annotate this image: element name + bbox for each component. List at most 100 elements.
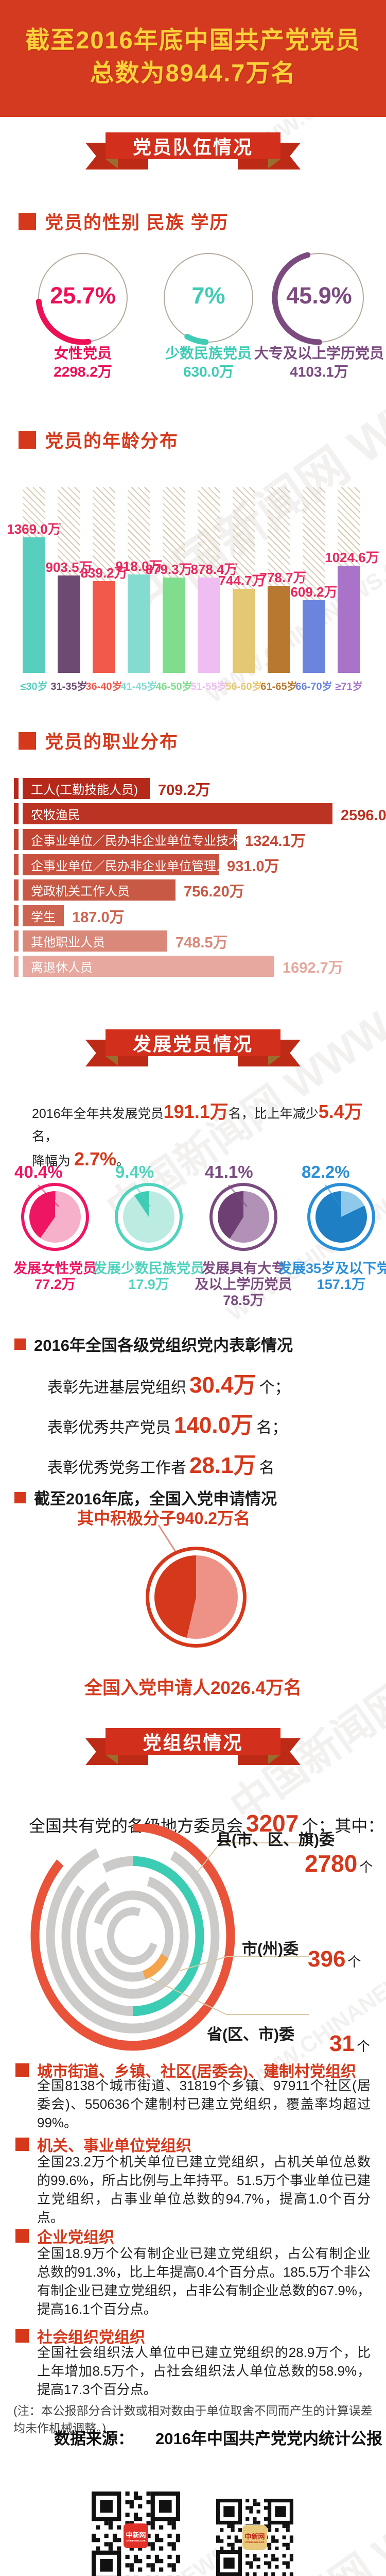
donut-percent-label: 25.7% bbox=[50, 282, 116, 309]
committee-number: 396 bbox=[308, 1946, 346, 1972]
occupation-bar-label: 党政机关工作人员 bbox=[31, 885, 130, 899]
committees-arc-chart bbox=[30, 1824, 309, 2051]
age-bar-chart: 1369.0万 ≤30岁 903.5万 31-35岁 839.2万 36-40岁 918.0… bbox=[0, 487, 386, 693]
age-bar bbox=[338, 566, 360, 673]
age-bar-value: 903.5万 bbox=[45, 560, 93, 575]
ribbon-members-label: 党员队伍情况 bbox=[106, 132, 280, 159]
page-title-line1: 截至2016年底中国共产党党员 bbox=[25, 26, 361, 54]
occupation-bar: 企事业单位／民办非企业单位管理人员 bbox=[23, 854, 241, 875]
org-paragraph-header: 城市街道、乡镇、社区(居委会)、建制村党组织 bbox=[15, 2059, 356, 2081]
occupation-bar-value: 1324.1万 bbox=[245, 833, 306, 850]
age-bar-value: 879.3万 bbox=[145, 562, 192, 577]
donut-category-label: 大专及以上学历党员 bbox=[254, 345, 384, 361]
development-pie-label: 发展少数民族党员 bbox=[93, 1261, 204, 1276]
development-pie-percent: 9.4% bbox=[115, 1162, 154, 1181]
committee-number: 31 bbox=[329, 2031, 355, 2056]
age-bar-value: 744.7万 bbox=[218, 573, 266, 588]
donut-chart-3 bbox=[272, 250, 366, 345]
application-slice-label: 其中积极分子940.2万名 bbox=[77, 1509, 251, 1528]
commendation-number: 30.4万 bbox=[189, 1372, 256, 1398]
occupation-axis-tick bbox=[14, 879, 19, 901]
commendation-line: 表彰先进基层党组织 30.4万 个； bbox=[47, 1366, 290, 1399]
development-text-segment: 名，比上年减少 bbox=[228, 1107, 319, 1121]
occupation-bar: 党政机关工作人员 bbox=[23, 879, 176, 901]
org-paragraph-title: 城市街道、乡镇、社区(居委会)、建制村党组织 bbox=[37, 2063, 356, 2080]
bullet-square-icon bbox=[15, 2329, 29, 2343]
org-paragraph-title: 机关、事业单位党组织 bbox=[37, 2138, 191, 2155]
age-bar bbox=[163, 578, 185, 673]
occupation-bar: 工人(工勤技能人员) bbox=[23, 778, 150, 799]
age-bar bbox=[303, 600, 325, 673]
age-bar bbox=[268, 586, 290, 673]
data-source-line: 数据来源： 2016年中国共产党党内统计公报 bbox=[54, 2426, 382, 2449]
age-axis-label: 61-65岁 bbox=[260, 681, 297, 692]
committee-number: 2780 bbox=[305, 1850, 358, 1877]
age-axis-label: 51-55岁 bbox=[190, 681, 227, 692]
occupation-axis-tick bbox=[14, 930, 19, 952]
occupation-axis-tick bbox=[14, 829, 19, 850]
bullet-square-icon bbox=[19, 732, 36, 750]
org-paragraph-title: 企业党组织 bbox=[37, 2229, 114, 2246]
committee-unit: 个 bbox=[359, 1859, 373, 1875]
age-axis-label: 66-70岁 bbox=[295, 681, 332, 692]
committee-unit: 个 bbox=[347, 1954, 361, 1970]
development-pie-label: 17.9万 bbox=[128, 1277, 169, 1292]
ribbon-development: 发展党员情况 bbox=[0, 1029, 386, 1077]
commendation-number: 140.0万 bbox=[174, 1413, 254, 1438]
application-pie-ring bbox=[146, 1547, 247, 1648]
application-pie bbox=[154, 1555, 238, 1639]
age-bar bbox=[198, 578, 220, 673]
donut-arc bbox=[272, 250, 366, 345]
donut-arc bbox=[36, 250, 130, 345]
data-source-label: 数据来源： bbox=[54, 2430, 134, 2448]
occupation-bar-label: 工人(工勤技能人员) bbox=[31, 783, 138, 797]
age-bar-value: 918.0万 bbox=[115, 558, 163, 574]
occupation-bar-label: 企事业单位／民办非企业单位管理人员 bbox=[31, 859, 241, 873]
development-highlight-number: 191.1万 bbox=[163, 1101, 229, 1122]
qr-code-left: 中新网 chinanews.com bbox=[92, 2492, 180, 2576]
donut-amount-label: 630.0万 bbox=[183, 364, 234, 380]
bullet-square-icon bbox=[14, 1338, 26, 1350]
leader-line-county bbox=[197, 1842, 309, 1872]
committees-number: 3207 bbox=[246, 1810, 299, 1837]
donut-arc bbox=[161, 250, 256, 345]
commendation-suf: 名 bbox=[259, 1460, 275, 1477]
section-occupation-title: 党员的职业分布 bbox=[45, 732, 179, 752]
development-text-segment: 。 bbox=[116, 1154, 130, 1168]
occupation-axis-tick bbox=[14, 778, 19, 799]
commendation-pre: 表彰优秀共产党员 bbox=[47, 1419, 171, 1436]
development-text-segment: 降幅为 bbox=[32, 1154, 74, 1168]
development-text-segment: 2016年全年共发展党员 bbox=[32, 1107, 164, 1121]
occupation-bar-label: 离退休人员 bbox=[31, 961, 93, 975]
occupation-bar-label: 学生 bbox=[31, 910, 56, 924]
donut-percent-label: 7% bbox=[191, 282, 225, 309]
donut-percent-label: 45.9% bbox=[286, 282, 352, 309]
data-source-value: 2016年中国共产党党内统计公报 bbox=[155, 2430, 382, 2448]
title-banner: 截至2016年底中国共产党党员 总数为8944.7万名 bbox=[0, 0, 386, 117]
development-pie bbox=[218, 1191, 269, 1243]
section-demographics-title: 党员的性别 民族 学历 bbox=[45, 213, 229, 233]
development-pie bbox=[29, 1191, 81, 1243]
arc-ring-gray bbox=[107, 1907, 159, 1965]
development-pie bbox=[123, 1191, 174, 1243]
age-bar bbox=[233, 589, 255, 673]
section-age-header: 党员的年龄分布 bbox=[19, 427, 179, 453]
chinanews-logo: 中新网 chinanews.com bbox=[242, 2525, 267, 2550]
org-paragraph-header: 企业党组织 bbox=[15, 2225, 114, 2247]
occupation-axis-tick bbox=[14, 905, 19, 926]
development-pie-percent: 41.1% bbox=[205, 1162, 253, 1181]
development-pie-ring bbox=[115, 1183, 183, 1251]
occupation-axis-tick bbox=[14, 854, 19, 875]
occupation-bar-value: 748.5万 bbox=[176, 934, 228, 951]
commendation-suf: 个； bbox=[259, 1379, 290, 1396]
org-paragraph-body: 全国18.9万个公有制企业已建立党组织，占公有制企业总数的91.3%，比上年提高… bbox=[37, 2246, 371, 2317]
org-paragraph-body: 全国社会组织法人单位中已建立党组织的28.9万个，比上年增加8.5万个，占社会组… bbox=[37, 2345, 371, 2397]
development-pie bbox=[315, 1191, 367, 1243]
age-bar-value: 609.2万 bbox=[290, 584, 338, 600]
development-pie-label: 发展女性党员 bbox=[13, 1261, 97, 1276]
committee-number-row: 396 个 bbox=[308, 1946, 361, 1972]
occupation-bar-value: 931.0万 bbox=[227, 858, 279, 875]
age-axis-label: 41-45岁 bbox=[120, 681, 157, 692]
bullet-square-icon bbox=[14, 1492, 26, 1503]
age-axis-label: 46-50岁 bbox=[155, 681, 192, 692]
